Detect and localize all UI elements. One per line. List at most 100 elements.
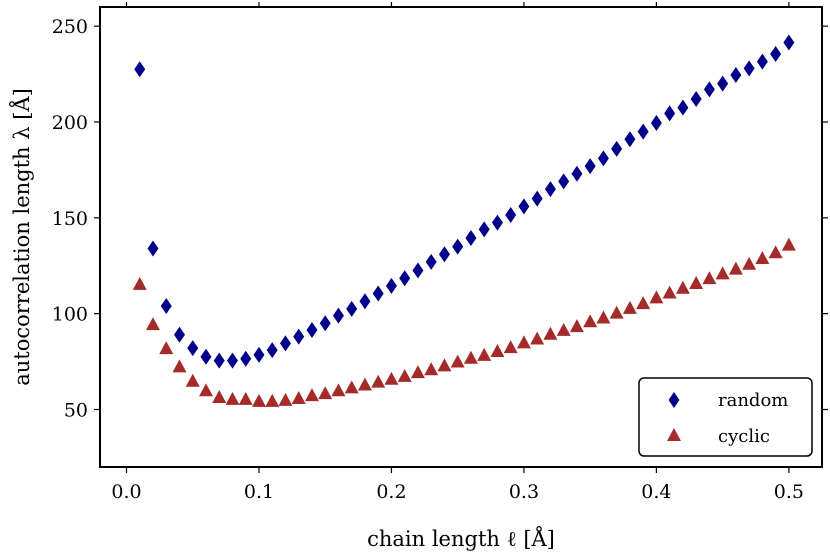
point-cyclic <box>318 386 333 400</box>
point-cyclic <box>715 266 730 280</box>
point-cyclic <box>689 276 704 289</box>
point-cyclic <box>662 285 677 299</box>
point-cyclic <box>728 261 743 275</box>
series-layer <box>132 34 796 407</box>
point-random <box>505 206 517 223</box>
point-cyclic <box>304 388 319 402</box>
point-random <box>770 45 782 62</box>
point-cyclic <box>159 341 174 355</box>
point-random <box>425 253 437 270</box>
point-random <box>279 335 291 352</box>
point-cyclic <box>675 280 690 294</box>
point-cyclic <box>384 371 399 385</box>
plot-frame <box>99 6 823 468</box>
point-random <box>438 246 450 263</box>
point-cyclic <box>357 377 372 391</box>
point-random <box>385 277 397 294</box>
point-random <box>253 346 265 363</box>
point-cyclic <box>212 390 227 403</box>
point-random <box>531 190 543 207</box>
point-cyclic <box>477 347 492 361</box>
point-cyclic <box>569 319 584 333</box>
point-cyclic <box>768 245 783 259</box>
point-cyclic <box>424 362 439 376</box>
point-cyclic <box>503 340 518 354</box>
point-random <box>650 114 662 131</box>
point-cyclic <box>145 317 160 331</box>
point-random <box>624 131 636 148</box>
point-random <box>756 53 768 70</box>
point-random <box>134 61 146 78</box>
point-cyclic <box>649 290 664 304</box>
point-cyclic <box>490 344 505 357</box>
point-cyclic <box>291 391 306 404</box>
point-cyclic <box>437 358 452 372</box>
point-random <box>359 293 371 310</box>
point-random <box>717 75 729 92</box>
point-cyclic <box>265 393 280 407</box>
point-random <box>743 60 755 77</box>
point-random <box>346 300 358 317</box>
point-cyclic <box>331 383 346 397</box>
legend-box <box>638 377 813 457</box>
series-random <box>134 34 795 369</box>
point-random <box>240 350 252 367</box>
point-random <box>160 298 172 314</box>
point-random <box>332 307 344 324</box>
legend-marker-cyclic <box>667 428 681 441</box>
y-tick-label: 100 <box>52 304 88 326</box>
point-random <box>730 67 742 84</box>
point-random <box>293 328 305 345</box>
point-cyclic <box>755 251 770 265</box>
x-tick-label: 0.0 <box>111 481 141 503</box>
point-cyclic <box>596 310 611 324</box>
series-cyclic <box>132 237 796 407</box>
point-random <box>558 173 570 190</box>
legend-label-cyclic: cyclic <box>718 426 770 447</box>
point-cyclic <box>742 256 757 270</box>
point-random <box>147 240 159 257</box>
point-random <box>677 99 689 116</box>
legend-marker-random <box>668 392 680 408</box>
x-tick-label: 0.1 <box>244 481 274 503</box>
point-random <box>478 221 490 238</box>
legend: random cyclic <box>638 377 813 457</box>
point-cyclic <box>622 300 637 314</box>
point-cyclic <box>556 322 571 336</box>
point-cyclic <box>609 305 624 319</box>
point-cyclic <box>278 392 293 406</box>
point-cyclic <box>463 350 478 364</box>
point-cyclic <box>781 237 796 251</box>
y-tick-label: 200 <box>52 112 88 134</box>
point-random <box>571 165 583 182</box>
point-random <box>584 158 596 175</box>
x-tick-label: 0.2 <box>376 481 406 503</box>
y-axis-label: autocorrelation length λ [Å] <box>9 88 34 386</box>
point-random <box>200 348 212 365</box>
point-cyclic <box>516 335 531 349</box>
point-cyclic <box>198 383 213 397</box>
point-random <box>597 150 609 167</box>
point-random <box>187 340 199 357</box>
point-cyclic <box>702 271 717 285</box>
point-random <box>465 229 477 246</box>
y-tick-label: 250 <box>52 16 88 38</box>
point-random <box>412 262 424 279</box>
point-random <box>173 326 185 343</box>
point-random <box>226 352 238 369</box>
x-tick-label: 0.4 <box>641 481 671 503</box>
point-cyclic <box>172 359 187 373</box>
point-random <box>611 140 623 157</box>
point-random <box>637 123 649 140</box>
point-random <box>372 285 384 302</box>
point-random <box>518 198 530 215</box>
point-cyclic <box>543 326 558 340</box>
x-axis-label: chain length ℓ [Å] <box>367 526 555 551</box>
point-cyclic <box>583 314 598 328</box>
point-cyclic <box>132 276 147 290</box>
point-random <box>306 321 318 338</box>
point-random <box>266 342 278 359</box>
point-cyclic <box>397 368 412 382</box>
y-tick-label: 150 <box>52 208 88 230</box>
point-cyclic <box>636 296 651 310</box>
